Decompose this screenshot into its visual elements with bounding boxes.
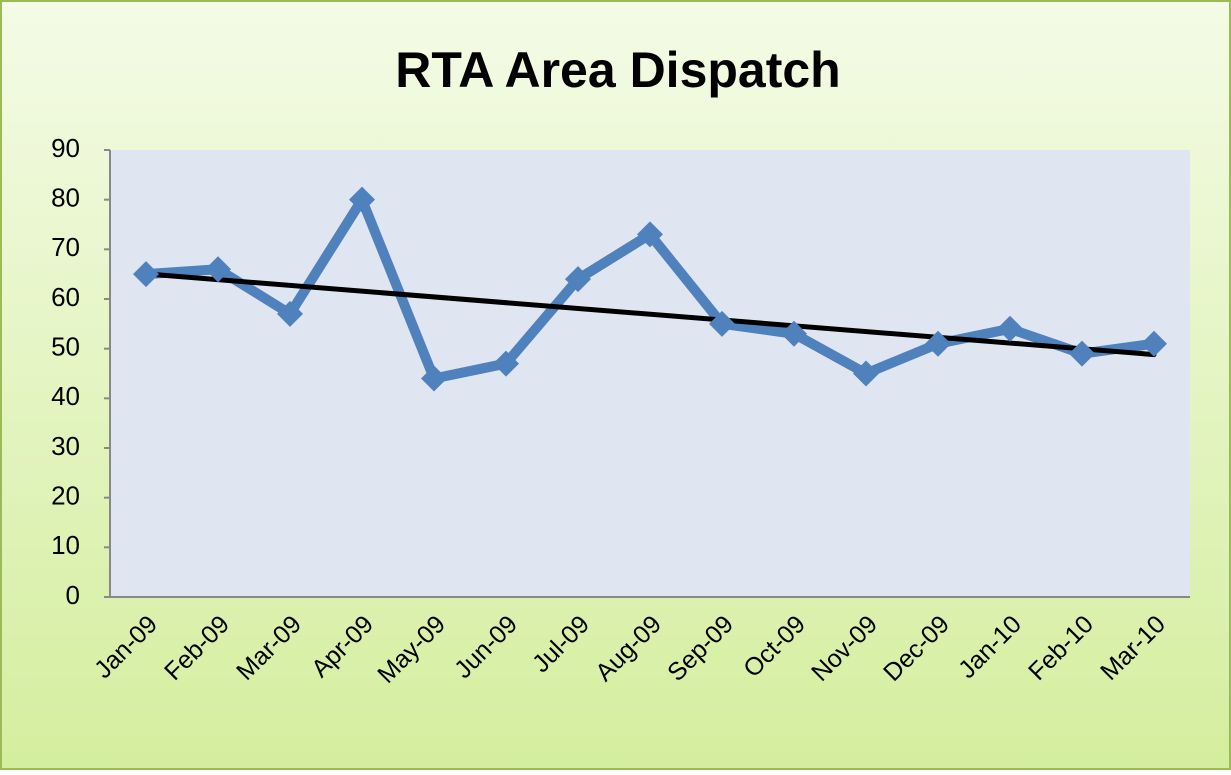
marker bbox=[1141, 330, 1167, 357]
plot-area bbox=[110, 150, 1190, 597]
marker bbox=[781, 320, 807, 347]
marker bbox=[565, 266, 591, 293]
marker bbox=[349, 186, 375, 213]
marker bbox=[709, 310, 735, 337]
y-tick-label: 90 bbox=[51, 133, 80, 163]
y-tick-label: 70 bbox=[51, 232, 80, 262]
marker bbox=[493, 350, 519, 377]
marker bbox=[133, 261, 159, 288]
y-tick-label: 80 bbox=[51, 183, 80, 213]
marker bbox=[1069, 340, 1095, 367]
marker bbox=[925, 330, 951, 357]
y-tick-label: 60 bbox=[51, 282, 80, 312]
marker bbox=[997, 315, 1023, 342]
y-tick-label: 10 bbox=[51, 530, 80, 560]
y-tick-label: 40 bbox=[51, 381, 80, 411]
trendline bbox=[143, 271, 1157, 358]
marker bbox=[853, 360, 879, 387]
y-tick-label: 20 bbox=[51, 481, 80, 511]
y-tick-label: 50 bbox=[51, 332, 80, 362]
y-tick-label: 0 bbox=[66, 580, 80, 610]
marker bbox=[421, 365, 447, 392]
marker bbox=[205, 256, 231, 283]
chart-title: RTA Area Dispatch bbox=[395, 42, 840, 98]
marker bbox=[277, 300, 303, 327]
marker bbox=[637, 221, 663, 248]
y-tick-label: 30 bbox=[51, 431, 80, 461]
